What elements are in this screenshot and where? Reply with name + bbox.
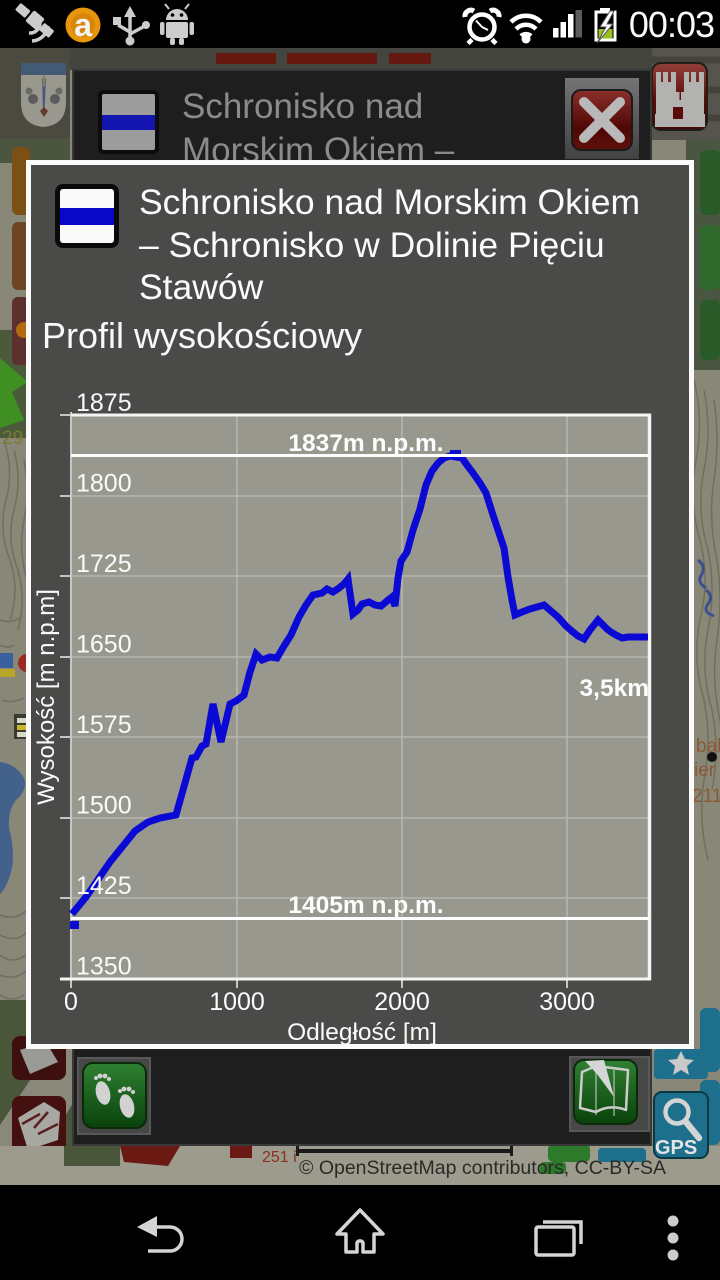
svg-text:1425: 1425 xyxy=(76,872,132,900)
svg-text:1575: 1575 xyxy=(76,711,132,739)
svg-text:Wysokość [m n.p.m]: Wysokość [m n.p.m] xyxy=(33,589,60,805)
svg-text:1725: 1725 xyxy=(76,550,132,578)
svg-text:1500: 1500 xyxy=(76,792,132,820)
svg-text:1875: 1875 xyxy=(76,389,132,417)
svg-text:1837m n.p.m.: 1837m n.p.m. xyxy=(288,430,443,457)
svg-text:ier: ier xyxy=(694,760,716,781)
svg-text:3,5km: 3,5km xyxy=(580,675,649,702)
svg-text:1000: 1000 xyxy=(209,988,265,1016)
svg-text:0: 0 xyxy=(64,988,78,1016)
svg-text:Odległość [m]: Odległość [m] xyxy=(287,1019,437,1046)
svg-text:1350: 1350 xyxy=(76,953,132,981)
svg-text:1650: 1650 xyxy=(76,631,132,659)
svg-text:bak: bak xyxy=(696,736,720,757)
svg-text:29: 29 xyxy=(2,428,23,449)
svg-text:1405m n.p.m.: 1405m n.p.m. xyxy=(288,892,443,919)
svg-text:211: 211 xyxy=(692,786,720,807)
svg-text:a: a xyxy=(74,7,92,43)
svg-text:1800: 1800 xyxy=(76,470,132,498)
svg-text:3000: 3000 xyxy=(539,988,595,1016)
svg-text:GPS: GPS xyxy=(655,1137,697,1159)
svg-text:2000: 2000 xyxy=(374,988,430,1016)
svg-text:251 i: 251 i xyxy=(262,1149,297,1166)
